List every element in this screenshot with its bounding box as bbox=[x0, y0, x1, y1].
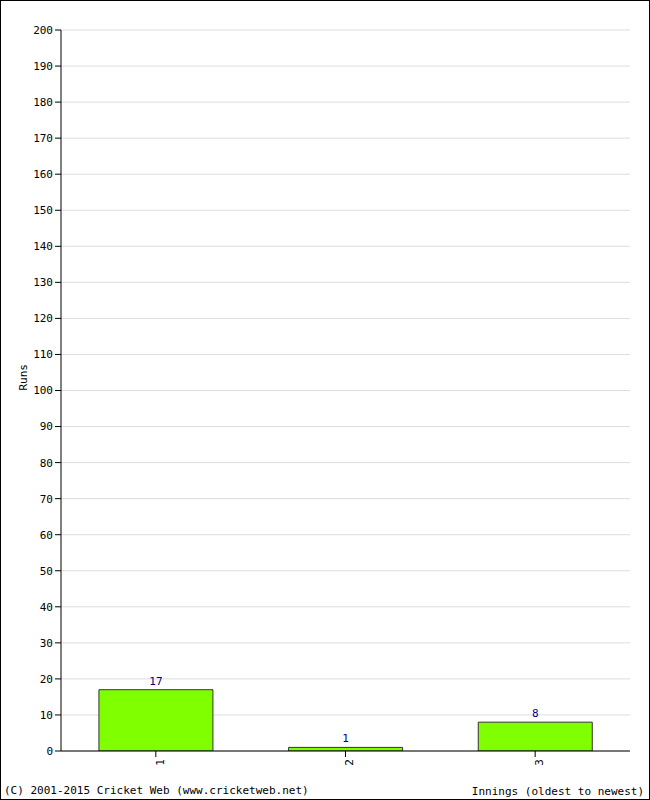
html-text:(C) 2001-2015 Cricket Web (www: (C) 2001-2015 Cricket Web (www.cricketwe… bbox=[4, 784, 309, 797]
svg-text:1: 1 bbox=[342, 732, 349, 745]
svg-text:8: 8 bbox=[532, 707, 539, 720]
svg-text:70: 70 bbox=[40, 493, 53, 506]
svg-text:150: 150 bbox=[33, 204, 53, 217]
svg-text:2: 2 bbox=[343, 759, 356, 766]
svg-text:190: 190 bbox=[33, 60, 53, 73]
svg-text:Runs: Runs bbox=[17, 364, 30, 391]
svg-text:50: 50 bbox=[40, 565, 53, 578]
svg-text:30: 30 bbox=[40, 637, 53, 650]
svg-text:120: 120 bbox=[33, 312, 53, 325]
svg-text:110: 110 bbox=[33, 348, 53, 361]
svg-text:180: 180 bbox=[33, 96, 53, 109]
svg-text:80: 80 bbox=[40, 457, 53, 470]
svg-text:160: 160 bbox=[33, 168, 53, 181]
svg-text:10: 10 bbox=[40, 709, 53, 722]
svg-text:Innings (oldest to newest): Innings (oldest to newest) bbox=[472, 785, 642, 798]
svg-text:100: 100 bbox=[33, 384, 53, 397]
svg-text:20: 20 bbox=[40, 673, 53, 686]
svg-text:200: 200 bbox=[33, 24, 53, 37]
svg-text:40: 40 bbox=[40, 601, 53, 614]
svg-text:0: 0 bbox=[46, 745, 53, 758]
svg-text:170: 170 bbox=[33, 132, 53, 145]
svg-text:1: 1 bbox=[154, 759, 167, 766]
svg-text:90: 90 bbox=[40, 420, 53, 433]
svg-text:130: 130 bbox=[33, 276, 53, 289]
svg-text:17: 17 bbox=[149, 675, 162, 688]
svg-text:140: 140 bbox=[33, 240, 53, 253]
svg-text:3: 3 bbox=[533, 759, 546, 766]
svg-text:60: 60 bbox=[40, 529, 53, 542]
